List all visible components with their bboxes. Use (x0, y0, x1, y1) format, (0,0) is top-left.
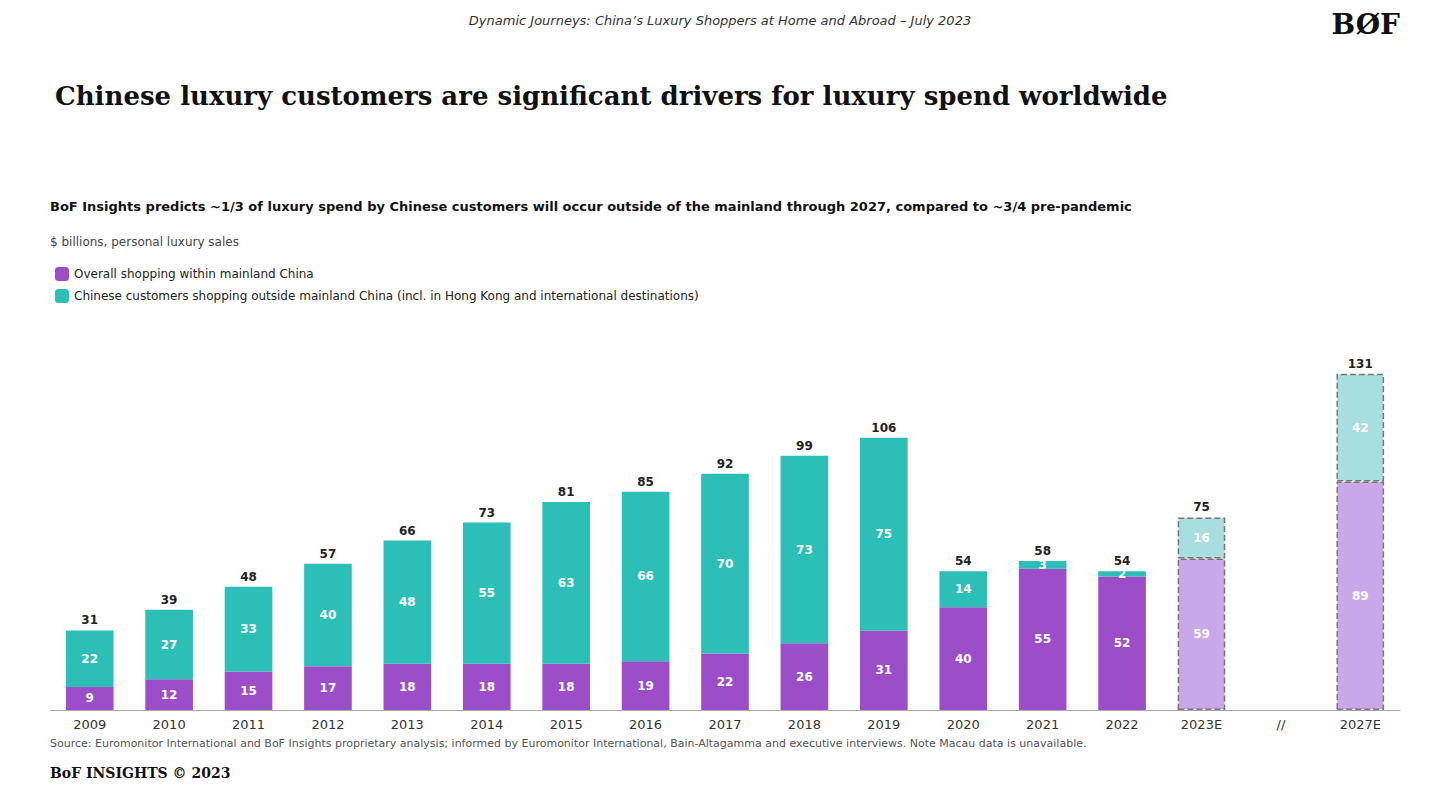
svg-text:12: 12 (161, 688, 178, 702)
svg-text:2013: 2013 (391, 717, 424, 732)
svg-text:2023E: 2023E (1181, 717, 1222, 732)
svg-text:48: 48 (240, 570, 257, 584)
svg-text:106: 106 (871, 421, 896, 435)
svg-text:2010: 2010 (153, 717, 186, 732)
svg-text:Dynamic Journeys: China’s Luxu: Dynamic Journeys: China’s Luxury Shopper… (469, 13, 971, 28)
svg-text:2027E: 2027E (1340, 717, 1381, 732)
svg-text:81: 81 (558, 485, 575, 499)
svg-text:58: 58 (1034, 544, 1051, 558)
svg-text:75: 75 (875, 527, 892, 541)
svg-text:55: 55 (1034, 632, 1051, 646)
svg-text:26: 26 (796, 670, 813, 684)
svg-text:99: 99 (796, 439, 813, 453)
svg-text:2017: 2017 (708, 717, 741, 732)
svg-text:66: 66 (637, 569, 654, 583)
svg-text:59: 59 (1193, 627, 1210, 641)
svg-text:2: 2 (1118, 567, 1126, 581)
svg-text:66: 66 (399, 524, 416, 538)
svg-text:63: 63 (558, 576, 575, 590)
svg-text:18: 18 (399, 680, 416, 694)
svg-text:54: 54 (955, 554, 972, 568)
svg-text:39: 39 (161, 593, 178, 607)
svg-text:31: 31 (81, 613, 98, 627)
svg-text:73: 73 (478, 506, 495, 520)
svg-text:2015: 2015 (550, 717, 583, 732)
svg-text:16: 16 (1193, 531, 1210, 545)
svg-text:73: 73 (796, 543, 813, 557)
svg-text:2020: 2020 (947, 717, 980, 732)
svg-text:2014: 2014 (470, 717, 503, 732)
svg-text:BoF Insights predicts ~1/3 of: BoF Insights predicts ~1/3 of luxury spe… (50, 199, 1132, 214)
svg-text:2022: 2022 (1106, 717, 1139, 732)
svg-text:27: 27 (161, 638, 178, 652)
svg-text:14: 14 (955, 582, 972, 596)
svg-text:22: 22 (81, 652, 98, 666)
svg-text:52: 52 (1114, 636, 1131, 650)
svg-text://: // (1276, 717, 1285, 732)
svg-text:2018: 2018 (788, 717, 821, 732)
svg-text:22: 22 (717, 675, 734, 689)
svg-text:70: 70 (717, 557, 734, 571)
svg-text:75: 75 (1193, 500, 1210, 514)
svg-text:$ billions, personal luxury sa: $ billions, personal luxury sales (50, 235, 239, 249)
svg-text:Overall shopping within mainla: Overall shopping within mainland China (74, 267, 314, 281)
svg-text:131: 131 (1348, 357, 1373, 371)
svg-text:Source: Euromonitor Internatio: Source: Euromonitor International and Bo… (50, 737, 1086, 750)
svg-text:2011: 2011 (232, 717, 265, 732)
svg-text:2021: 2021 (1026, 717, 1059, 732)
svg-text:92: 92 (717, 457, 734, 471)
svg-text:40: 40 (955, 652, 972, 666)
svg-text:2016: 2016 (629, 717, 662, 732)
svg-text:33: 33 (240, 622, 257, 636)
svg-text:18: 18 (478, 680, 495, 694)
svg-text:55: 55 (478, 586, 495, 600)
svg-text:17: 17 (320, 681, 337, 695)
svg-text:BoF INSIGHTS © 2023: BoF INSIGHTS © 2023 (50, 765, 230, 781)
svg-text:15: 15 (240, 684, 257, 698)
svg-text:2012: 2012 (311, 717, 344, 732)
svg-text:48: 48 (399, 595, 416, 609)
svg-text:9: 9 (86, 691, 94, 705)
svg-text:57: 57 (320, 547, 337, 561)
svg-text:2009: 2009 (73, 717, 106, 732)
svg-text:19: 19 (637, 679, 654, 693)
svg-text:40: 40 (320, 608, 337, 622)
svg-text:18: 18 (558, 680, 575, 694)
svg-text:89: 89 (1352, 589, 1369, 603)
svg-text:3: 3 (1038, 558, 1046, 572)
svg-text:42: 42 (1352, 421, 1369, 435)
svg-text:BØF: BØF (1332, 8, 1401, 41)
svg-text:Chinese customers shopping out: Chinese customers shopping outside mainl… (74, 289, 699, 303)
svg-text:54: 54 (1114, 554, 1131, 568)
svg-text:31: 31 (875, 663, 892, 677)
svg-text:85: 85 (637, 475, 654, 489)
svg-text:2019: 2019 (867, 717, 900, 732)
svg-text:Chinese luxury customers are s: Chinese luxury customers are significant… (55, 81, 1168, 111)
